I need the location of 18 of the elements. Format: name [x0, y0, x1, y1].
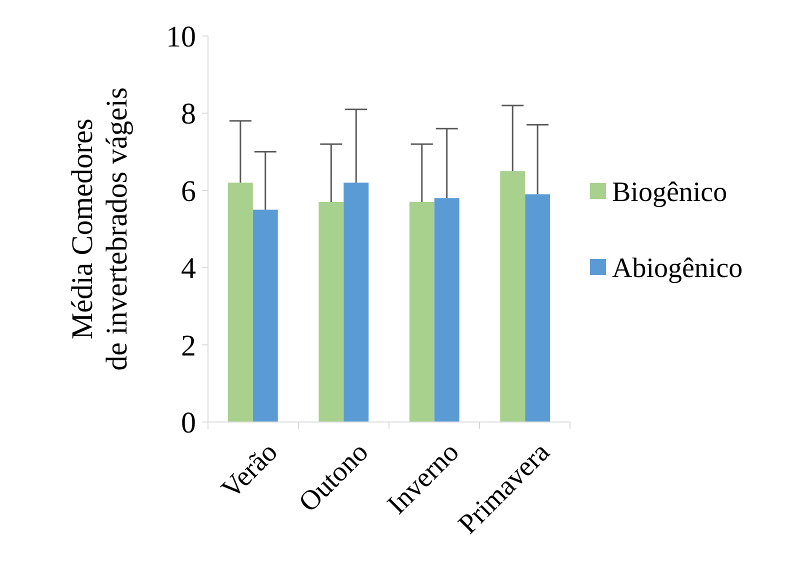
bar	[344, 182, 369, 422]
legend-label: Abiogênico	[612, 252, 743, 284]
y-tick-label: 10	[166, 20, 196, 54]
bar	[252, 210, 278, 422]
y-axis-title: Média Comedores de invertebrados vágeis	[66, 87, 134, 371]
bar	[525, 194, 550, 422]
bar	[318, 202, 344, 422]
y-tick-label: 2	[181, 329, 196, 362]
y-tick-label: 6	[181, 174, 196, 208]
bar	[228, 182, 253, 422]
y-tick-label: 4	[181, 252, 196, 286]
bar	[409, 202, 434, 422]
bar	[500, 171, 526, 422]
y-tick-label: 0	[181, 406, 196, 440]
bar	[434, 198, 460, 422]
legend-label: Biogênico	[612, 176, 728, 208]
y-tick-label: 8	[181, 98, 196, 131]
x-tick-label: Verão	[216, 436, 284, 505]
